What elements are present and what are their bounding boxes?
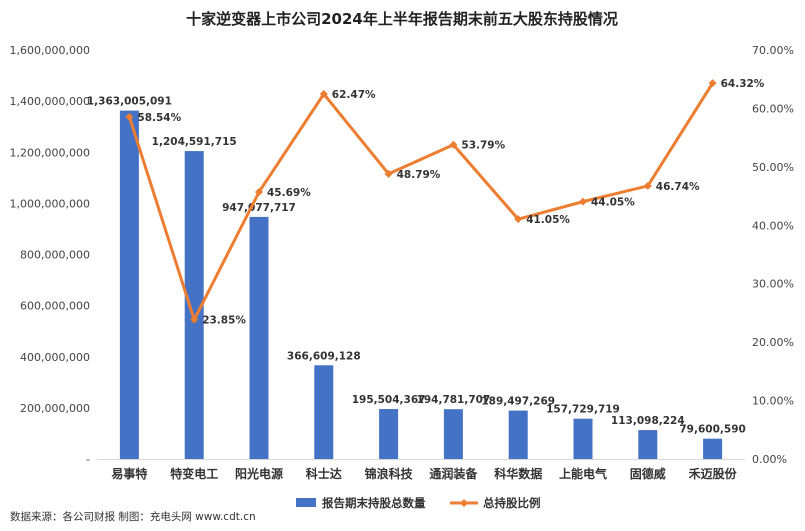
- chart-title: 十家逆变器上市公司2024年上半年报告期末前五大股东持股情况: [186, 10, 618, 28]
- left-axis-tick-label: 600,000,000: [20, 300, 90, 313]
- bar-data-label: 189,497,269: [481, 396, 555, 408]
- legend-label-bars: 报告期末持股总数量: [322, 496, 426, 510]
- bar-data-label: 157,729,719: [546, 404, 620, 416]
- right-axis-tick-label: 30.00%: [752, 278, 794, 291]
- line-marker: [708, 79, 717, 88]
- left-axis-tick-label: 1,600,000,000: [10, 44, 90, 57]
- line-marker: [190, 315, 199, 324]
- left-axis-tick-label: 1,200,000,000: [10, 146, 90, 159]
- x-axis-category-label: 锦浪科技: [365, 466, 414, 481]
- right-axis-tick-label: 10.00%: [752, 395, 794, 408]
- left-axis-tick-label: 1,000,000,000: [10, 197, 90, 210]
- bar-data-label: 947,077,717: [222, 202, 296, 214]
- x-axis-category-label: 禾迈股份: [689, 466, 738, 481]
- line-data-label: 62.47%: [332, 89, 376, 101]
- line-data-label: 45.69%: [267, 187, 311, 199]
- x-axis-category-label: 易事特: [111, 466, 147, 481]
- left-axis-tick-label: 400,000,000: [20, 351, 90, 364]
- line-data-label: 46.74%: [656, 181, 700, 193]
- line-marker: [643, 181, 652, 190]
- right-axis-tick-label: 50.00%: [752, 161, 794, 174]
- right-axis-tick-label: 70.00%: [752, 44, 794, 57]
- bar: [379, 409, 399, 459]
- right-axis: 0.00% 10.00% 20.00% 30.00% 40.00% 50.00% 60.00…: [752, 44, 794, 466]
- x-axis-category-label: 科华数据: [494, 466, 542, 481]
- line-marker: [319, 89, 328, 98]
- left-axis-tick-label: 200,000,000: [20, 402, 90, 415]
- line-data-label: 64.32%: [721, 78, 765, 90]
- line-marker: [255, 188, 263, 197]
- legend-label-line: 总持股比例: [483, 496, 541, 510]
- line-series: 58.54% 23.85% 45.69% 62.47% 48.79% 53.79% 41.0…: [125, 78, 765, 327]
- bar: [184, 151, 204, 460]
- line-marker: [514, 215, 523, 224]
- left-axis-tick-label: 1,400,000,000: [10, 95, 90, 108]
- bar-data-label: 194,781,707: [417, 394, 491, 406]
- bar-data-label: 1,204,591,715: [152, 136, 237, 148]
- bar: [703, 438, 723, 459]
- footer-source: 数据来源：各公司财报 制图：充电头网 www.cdt.cn: [10, 510, 256, 523]
- bar: [249, 216, 269, 459]
- x-axis-labels: 易事特 特变电工 阳光电源 科士达 锦浪科技 通润装备 科华数据 上能电气 固德威 禾迈股份: [111, 466, 737, 481]
- line-data-label: 23.85%: [202, 315, 246, 327]
- bar-data-label: 195,504,367: [352, 394, 426, 406]
- right-axis-tick-label: 20.00%: [752, 336, 794, 349]
- left-axis-tick-label: -: [86, 453, 90, 466]
- bar-data-label: 113,098,224: [611, 415, 685, 427]
- line-data-label: 44.05%: [591, 197, 635, 209]
- x-axis-category-label: 科士达: [306, 466, 342, 481]
- x-axis-category-label: 上能电气: [559, 466, 607, 481]
- bar: [314, 365, 334, 459]
- bar-data-label: 366,609,128: [287, 350, 361, 362]
- line-data-label: 48.79%: [397, 169, 441, 181]
- bar-data-label: 1,363,005,091: [87, 96, 172, 108]
- bar-series: 1,363,005,091 1,204,591,715 947,077,717 366…: [87, 96, 746, 460]
- x-axis-category-label: 特变电工: [170, 466, 218, 481]
- line-data-label: 41.05%: [526, 214, 570, 226]
- left-axis: - 200,000,000 400,000,000 600,000,000 800,00…: [10, 44, 745, 466]
- line-data-label: 58.54%: [137, 112, 181, 124]
- x-axis-category-label: 阳光电源: [235, 466, 283, 481]
- right-axis-tick-label: 60.00%: [752, 102, 794, 115]
- bar: [508, 410, 528, 459]
- legend: 报告期末持股总数量 总持股比例: [296, 496, 541, 510]
- line-marker: [125, 112, 134, 121]
- right-axis-tick-label: 40.00%: [752, 219, 794, 232]
- bar: [443, 409, 463, 459]
- line-marker: [579, 197, 587, 206]
- x-axis-category-label: 固德威: [630, 466, 666, 481]
- bar: [573, 418, 593, 459]
- legend-swatch-bars: [296, 498, 316, 507]
- x-axis-category-label: 通润装备: [429, 466, 478, 481]
- bar-data-label: 79,600,590: [679, 424, 745, 436]
- line-data-label: 53.79%: [461, 140, 505, 152]
- right-axis-tick-label: 0.00%: [752, 453, 787, 466]
- line-path: [127, 82, 714, 322]
- line-marker: [384, 169, 393, 178]
- bar: [119, 110, 139, 460]
- legend-swatch-marker: [460, 499, 468, 507]
- line-marker: [449, 140, 458, 149]
- bar: [638, 430, 658, 459]
- left-axis-tick-label: 800,000,000: [20, 249, 90, 262]
